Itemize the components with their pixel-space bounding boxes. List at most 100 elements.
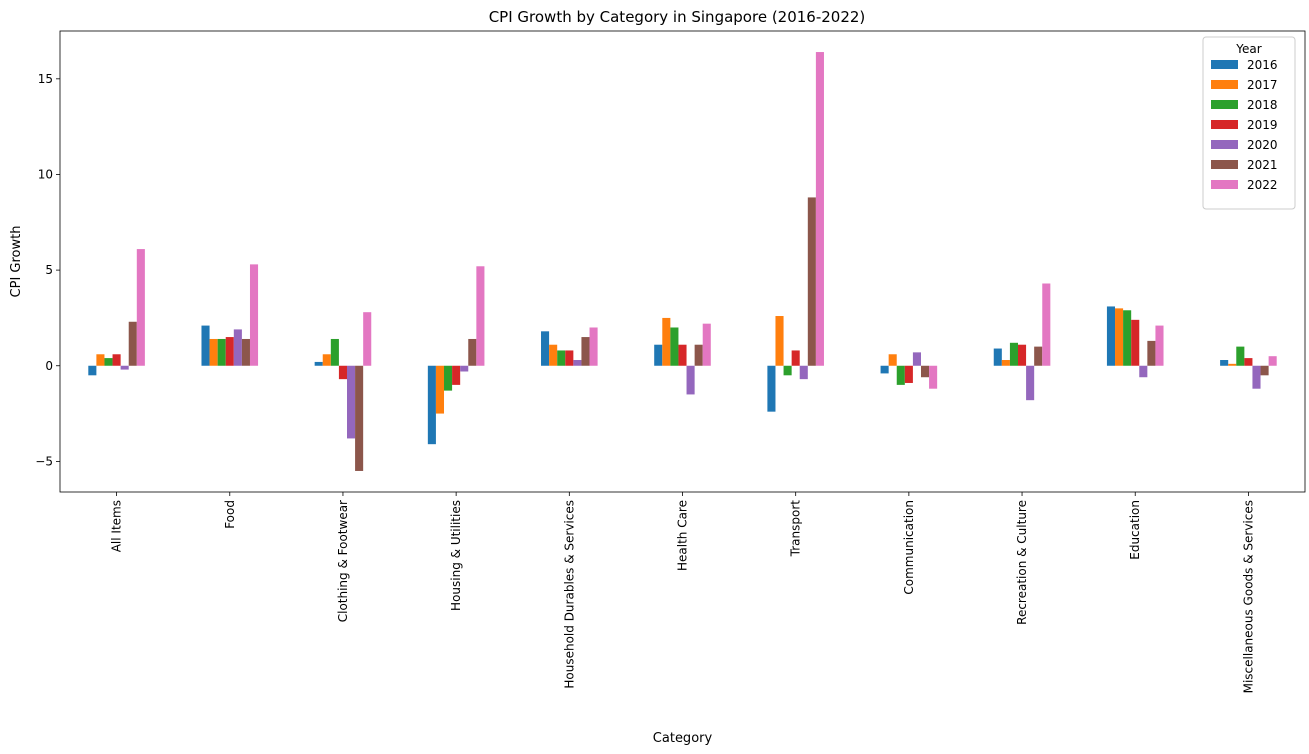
bar [1252, 365, 1261, 389]
bar [96, 354, 105, 366]
bar [1115, 308, 1124, 366]
legend-label: 2017 [1247, 78, 1278, 92]
x-tick-label: Communication [902, 500, 916, 595]
bar [888, 354, 897, 366]
x-tick-label: Health Care [676, 500, 690, 571]
bar [347, 365, 356, 439]
y-axis-label: CPI Growth [9, 226, 24, 298]
bar [929, 365, 938, 389]
bar [1260, 365, 1269, 376]
legend-label: 2016 [1247, 58, 1278, 72]
y-tick-label: −5 [35, 454, 53, 468]
bar [670, 327, 679, 366]
bar [217, 338, 226, 366]
bar [1220, 360, 1229, 366]
bar [573, 360, 582, 366]
bar [1244, 358, 1253, 366]
bar [1009, 342, 1018, 366]
x-tick-label: Housing & Utilities [449, 500, 463, 611]
bar [1001, 360, 1010, 366]
legend-swatch [1211, 60, 1238, 69]
bar [104, 358, 113, 366]
bar [1236, 346, 1245, 366]
legend: Year 2016 2017 2018 2019 2020 2021 2022 [1202, 36, 1296, 210]
bar [225, 337, 234, 366]
bar [233, 329, 242, 366]
x-tick-label: Miscellaneous Goods & Services [1241, 500, 1255, 693]
bar [120, 365, 129, 370]
bar [1155, 325, 1164, 366]
bar [468, 338, 477, 366]
bar [904, 365, 913, 383]
bar [775, 316, 784, 366]
bar [686, 365, 695, 395]
plot-frame [59, 30, 1306, 493]
bar [241, 338, 250, 366]
x-tick-label: Education [1128, 500, 1142, 560]
legend-swatch [1211, 80, 1238, 89]
bar [549, 344, 558, 366]
bar [993, 348, 1002, 366]
legend-swatch [1211, 140, 1238, 149]
bar [1139, 365, 1148, 378]
bar [767, 365, 776, 412]
x-axis-ticks: All Items Food Clothing & Footwear Housing … [110, 492, 1255, 693]
bar [88, 365, 97, 376]
legend-label: 2021 [1247, 158, 1278, 172]
bar [1123, 310, 1132, 366]
bar [1131, 319, 1140, 366]
legend-swatch [1211, 180, 1238, 189]
bar [330, 338, 339, 366]
bar [427, 365, 436, 445]
bar [815, 52, 824, 366]
chart-title: CPI Growth by Category in Singapore (201… [489, 8, 866, 26]
bar [363, 312, 372, 366]
bar [338, 365, 347, 380]
y-tick-label: 0 [45, 359, 53, 373]
bar [1147, 340, 1156, 366]
bar [249, 264, 259, 366]
bar [209, 338, 218, 366]
bar [896, 365, 905, 385]
legend-title: Year [1235, 42, 1261, 56]
bar [112, 354, 121, 366]
bar [807, 197, 816, 366]
bar [1018, 344, 1027, 366]
bar [1228, 363, 1237, 366]
bar [920, 365, 930, 378]
legend-label: 2019 [1247, 118, 1278, 132]
bar [1268, 356, 1277, 366]
bar [201, 325, 210, 366]
y-tick-label: 5 [45, 263, 53, 277]
bar [355, 365, 364, 471]
bar [799, 365, 808, 380]
bar [912, 352, 921, 366]
legend-label: 2018 [1247, 98, 1278, 112]
bar [1106, 306, 1116, 366]
bar [1034, 346, 1043, 366]
y-axis-ticks: −5 0 5 10 15 [35, 72, 60, 468]
y-tick-label: 15 [38, 72, 53, 86]
legend-swatch [1211, 160, 1238, 169]
bar [589, 327, 598, 366]
x-tick-label: Clothing & Footwear [336, 500, 350, 622]
legend-swatch [1211, 100, 1238, 109]
x-tick-label: Food [223, 500, 237, 529]
bar [791, 350, 800, 366]
bar [314, 361, 323, 366]
bar [460, 365, 469, 372]
legend-swatch [1211, 120, 1238, 129]
x-tick-label: All Items [110, 500, 124, 552]
bar [557, 350, 566, 366]
bar [702, 323, 711, 366]
x-tick-label: Recreation & Culture [1015, 500, 1029, 625]
bar [452, 365, 461, 385]
legend-label: 2020 [1247, 138, 1278, 152]
bar [783, 365, 792, 376]
bar [662, 317, 671, 366]
bar [1026, 365, 1035, 401]
bar [581, 337, 590, 366]
bar [565, 350, 574, 366]
x-tick-label: Household Durables & Services [562, 500, 576, 689]
legend-label: 2022 [1247, 178, 1278, 192]
